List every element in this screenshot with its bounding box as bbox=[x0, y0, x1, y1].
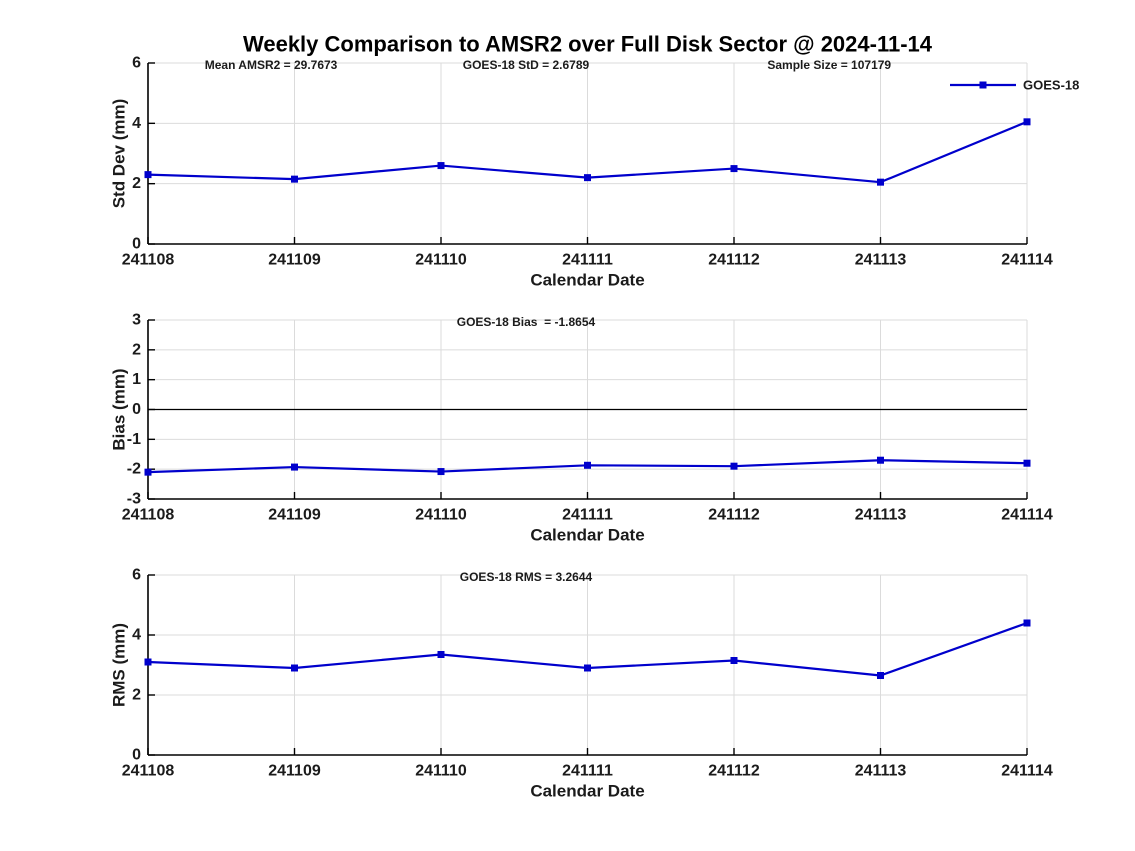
std-dev-data-marker bbox=[1023, 118, 1031, 126]
bias-y-tick-label: 3 bbox=[132, 312, 141, 329]
rms-y-tick-label: 4 bbox=[132, 627, 141, 644]
rms-data-marker bbox=[1023, 619, 1031, 627]
rms-data-marker bbox=[291, 664, 298, 672]
bias-x-tick-label: 241112 bbox=[708, 507, 760, 524]
std-dev-annotation: Mean AMSR2 = 29.7673 bbox=[205, 58, 338, 72]
rms-data-marker bbox=[144, 658, 152, 666]
std-dev-x-axis-label: Calendar Date bbox=[530, 271, 644, 290]
rms-annotation: GOES-18 RMS = 3.2644 bbox=[460, 570, 593, 584]
bias-data-marker bbox=[291, 463, 298, 471]
rms-x-tick-label: 241109 bbox=[268, 763, 321, 780]
std-dev-x-tick-label: 241113 bbox=[855, 252, 907, 269]
bias-data-marker bbox=[1023, 459, 1031, 467]
bias-y-tick-label: 0 bbox=[132, 401, 141, 418]
rms-x-axis-label: Calendar Date bbox=[530, 782, 644, 801]
bias-x-tick-label: 241111 bbox=[562, 507, 613, 524]
rms-x-tick-label: 241110 bbox=[415, 763, 467, 780]
rms-x-tick-label: 241114 bbox=[1001, 763, 1053, 780]
bias-x-tick-label: 241110 bbox=[415, 507, 467, 524]
bias-data-marker bbox=[584, 461, 591, 469]
bias-y-tick-label: 2 bbox=[132, 341, 141, 358]
bias-x-tick-label: 241114 bbox=[1001, 507, 1053, 524]
std-dev-data-marker bbox=[144, 171, 152, 179]
rms-data-marker bbox=[584, 664, 591, 672]
rms-data-marker bbox=[730, 657, 738, 664]
legend-label: GOES-18 bbox=[1023, 78, 1079, 93]
rms-x-tick-label: 241111 bbox=[562, 763, 613, 780]
figure-title: Weekly Comparison to AMSR2 over Full Dis… bbox=[242, 31, 933, 57]
bias-x-tick-label: 241108 bbox=[122, 507, 175, 524]
std-dev-x-tick-label: 241114 bbox=[1001, 252, 1053, 269]
rms-y-tick-label: 0 bbox=[132, 747, 141, 764]
std-dev-data-marker bbox=[730, 165, 738, 173]
std-dev-x-tick-label: 241112 bbox=[708, 252, 760, 269]
bias-data-marker bbox=[877, 456, 884, 464]
std-dev-y-tick-label: 4 bbox=[132, 115, 141, 132]
legend-marker-sample bbox=[979, 81, 987, 89]
bias-y-tick-label: -2 bbox=[127, 461, 141, 478]
bias-x-axis-label: Calendar Date bbox=[530, 526, 644, 545]
bias-data-marker bbox=[144, 468, 152, 476]
rms-y-tick-label: 6 bbox=[132, 567, 141, 584]
std-dev-x-tick-label: 241110 bbox=[415, 252, 467, 269]
std-dev-annotation: Sample Size = 107179 bbox=[767, 58, 891, 72]
std-dev-y-tick-label: 2 bbox=[132, 175, 141, 192]
rms-data-marker bbox=[437, 651, 445, 658]
std-dev-x-tick-label: 241108 bbox=[122, 252, 175, 269]
std-dev-annotation: GOES-18 StD = 2.6789 bbox=[463, 58, 590, 72]
bias-data-marker bbox=[437, 468, 445, 476]
std-dev-data-marker bbox=[584, 174, 591, 182]
std-dev-data-marker bbox=[437, 162, 445, 170]
std-dev-x-tick-label: 241111 bbox=[562, 252, 613, 269]
std-dev-x-tick-label: 241109 bbox=[268, 252, 321, 269]
bias-y-tick-label: -3 bbox=[127, 491, 141, 508]
std-dev-y-tick-label: 6 bbox=[132, 55, 141, 72]
std-dev-y-tick-label: 0 bbox=[132, 236, 141, 253]
rms-x-tick-label: 241108 bbox=[122, 763, 175, 780]
rms-x-tick-label: 241112 bbox=[708, 763, 760, 780]
bias-y-axis-label: Bias (mm) bbox=[110, 368, 129, 450]
rms-y-axis-label: RMS (mm) bbox=[110, 623, 129, 707]
rms-data-marker bbox=[877, 672, 884, 679]
bias-y-tick-label: 1 bbox=[132, 371, 141, 388]
bias-annotation: GOES-18 Bias = -1.8654 bbox=[457, 315, 596, 329]
bias-y-tick-label: -1 bbox=[127, 431, 141, 448]
bias-data-marker bbox=[730, 462, 738, 470]
rms-y-tick-label: 2 bbox=[132, 687, 141, 704]
bias-x-tick-label: 241113 bbox=[855, 507, 907, 524]
std-dev-data-marker bbox=[877, 178, 884, 186]
std-dev-y-axis-label: Std Dev (mm) bbox=[110, 99, 129, 209]
std-dev-data-marker bbox=[291, 175, 298, 183]
bias-x-tick-label: 241109 bbox=[268, 507, 321, 524]
rms-x-tick-label: 241113 bbox=[855, 763, 907, 780]
